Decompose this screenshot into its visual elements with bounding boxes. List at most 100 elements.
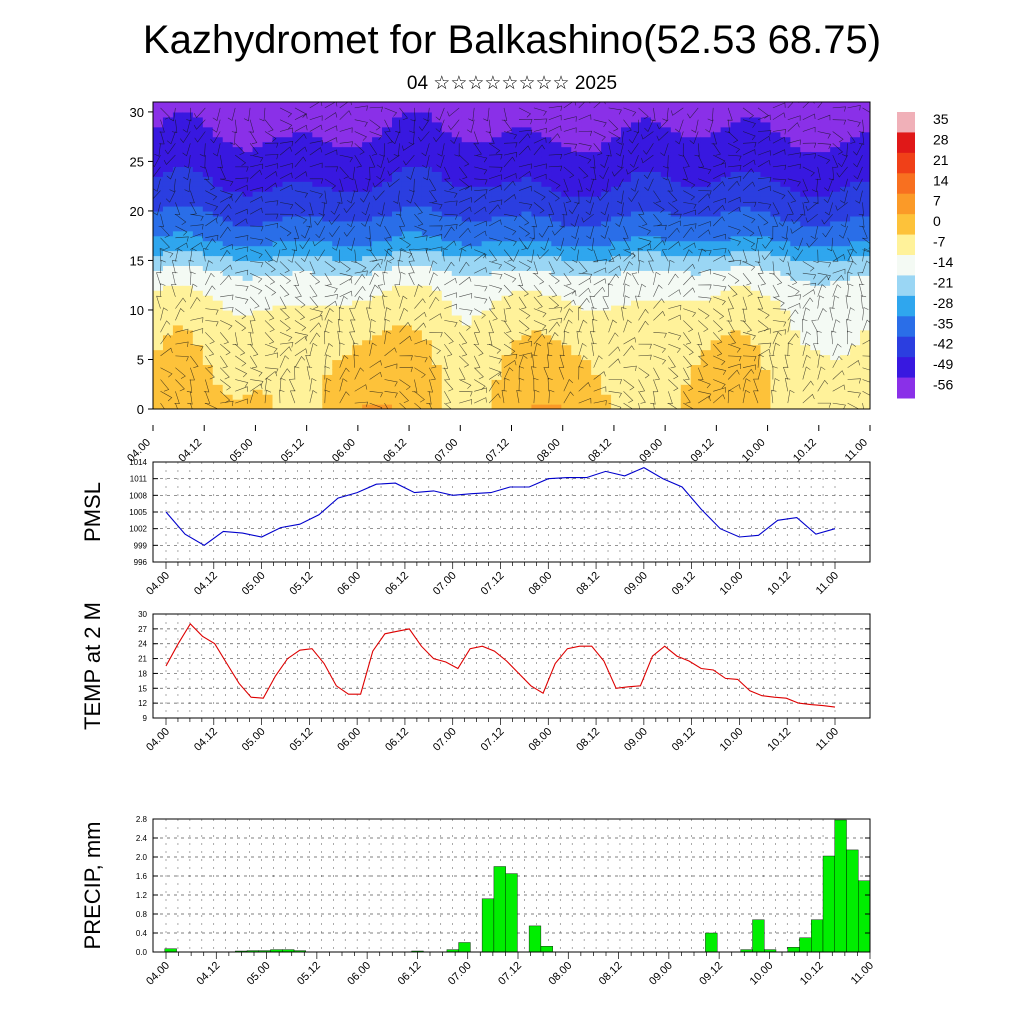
heatmap-cell	[362, 339, 373, 346]
heatmap-cell	[730, 191, 742, 197]
heatmap-cell	[670, 339, 682, 346]
heatmap-cell	[411, 300, 423, 306]
heatmap-cell	[631, 102, 642, 108]
heatmap-cell	[640, 225, 652, 232]
wind-barb	[337, 318, 344, 333]
heatmap-cell	[392, 280, 403, 286]
heatmap-cell	[601, 131, 612, 138]
heatmap-cell	[810, 220, 821, 227]
heatmap-cell	[332, 300, 343, 306]
heatmap-cell	[232, 394, 244, 400]
heatmap-cell	[650, 171, 662, 177]
heatmap-cell	[551, 389, 562, 395]
heatmap-cell	[760, 156, 772, 163]
heatmap-cell	[730, 235, 742, 242]
heatmap-cell	[222, 102, 234, 108]
heatmap-cell	[521, 309, 533, 316]
heatmap-cell	[760, 181, 772, 187]
heatmap-cell	[571, 290, 582, 296]
heatmap-cell	[192, 106, 204, 113]
wind-barb	[220, 190, 233, 199]
heatmap-cell	[451, 344, 463, 351]
heatmap-cell	[571, 220, 582, 227]
heatmap-cell	[800, 379, 811, 385]
heatmap-cell	[670, 181, 682, 187]
heatmap-cell	[352, 240, 363, 247]
heatmap-cell	[252, 250, 264, 257]
heatmap-cell	[800, 369, 811, 375]
heatmap-cell	[242, 314, 254, 321]
heatmap-cell	[760, 102, 772, 108]
heatmap-cell	[182, 359, 194, 366]
heatmap-cell	[262, 235, 274, 242]
heatmap-cell	[760, 111, 772, 118]
heatmap-cell	[471, 379, 483, 385]
wind-barb	[414, 311, 427, 321]
heatmap-cell	[631, 131, 642, 138]
heatmap-cell	[780, 245, 791, 252]
heatmap-cell	[342, 116, 353, 123]
heatmap-cell	[153, 250, 164, 257]
heatmap-cell	[770, 300, 781, 306]
heatmap-cell	[700, 225, 712, 232]
heatmap-cell	[312, 210, 323, 217]
heatmap-cell	[192, 280, 204, 286]
wind-barb	[309, 296, 319, 309]
heatmap-cell	[690, 245, 702, 252]
heatmap-cell	[810, 102, 821, 108]
heatmap-cell	[292, 240, 303, 247]
heatmap-cell	[650, 136, 662, 143]
heatmap-cell	[232, 260, 244, 266]
heatmap-cell	[212, 240, 224, 247]
heatmap-cell	[182, 116, 194, 123]
heatmap-cell	[670, 250, 682, 257]
heatmap-cell	[541, 314, 552, 321]
heatmap-cell	[322, 205, 333, 212]
heatmap-cell	[621, 309, 632, 316]
heatmap-cell	[401, 349, 413, 356]
heatmap-cell	[850, 146, 861, 153]
wind-barb	[309, 147, 323, 156]
heatmap-cell	[820, 280, 831, 286]
heatmap-cell	[202, 230, 214, 237]
heatmap-cell	[372, 116, 383, 123]
heatmap-cell	[531, 364, 542, 370]
heatmap-cell	[730, 379, 742, 385]
wind-barb	[294, 133, 307, 144]
heatmap-cell	[491, 215, 503, 222]
heatmap-cell	[431, 196, 443, 202]
wind-barb	[339, 391, 350, 404]
heatmap-cell	[541, 176, 552, 182]
heatmap-cell	[232, 334, 244, 341]
heatmap-cell	[820, 146, 831, 153]
heatmap-cell	[382, 319, 393, 326]
heatmap-cell	[660, 225, 672, 232]
heatmap-cell	[153, 285, 164, 291]
heatmap-cell	[750, 275, 762, 281]
heatmap-cell	[272, 324, 284, 331]
heatmap-cell	[252, 205, 264, 212]
heatmap-cell	[242, 404, 254, 409]
heatmap-cell	[212, 309, 224, 316]
heatmap-cell	[411, 344, 423, 351]
heatmap-cell	[252, 186, 264, 192]
heatmap-cell	[571, 379, 582, 385]
heatmap-cell	[860, 324, 870, 331]
heatmap-cell	[650, 102, 662, 108]
heatmap-cell	[202, 201, 214, 207]
heatmap-cell	[501, 349, 513, 356]
heatmap-cell	[411, 210, 423, 217]
heatmap-cell	[481, 389, 493, 395]
heatmap-cell	[431, 300, 443, 306]
heatmap-cell	[650, 215, 662, 222]
heatmap-cell	[282, 166, 294, 172]
heatmap-cell	[481, 235, 493, 242]
heatmap-cell	[491, 265, 503, 271]
heatmap-cell	[650, 359, 662, 366]
wind-barb	[203, 248, 209, 262]
heatmap-cell	[760, 131, 772, 138]
heatmap-cell	[521, 171, 533, 177]
heatmap-cell	[611, 240, 622, 247]
heatmap-cell	[581, 275, 592, 281]
heatmap-cell	[730, 404, 742, 409]
